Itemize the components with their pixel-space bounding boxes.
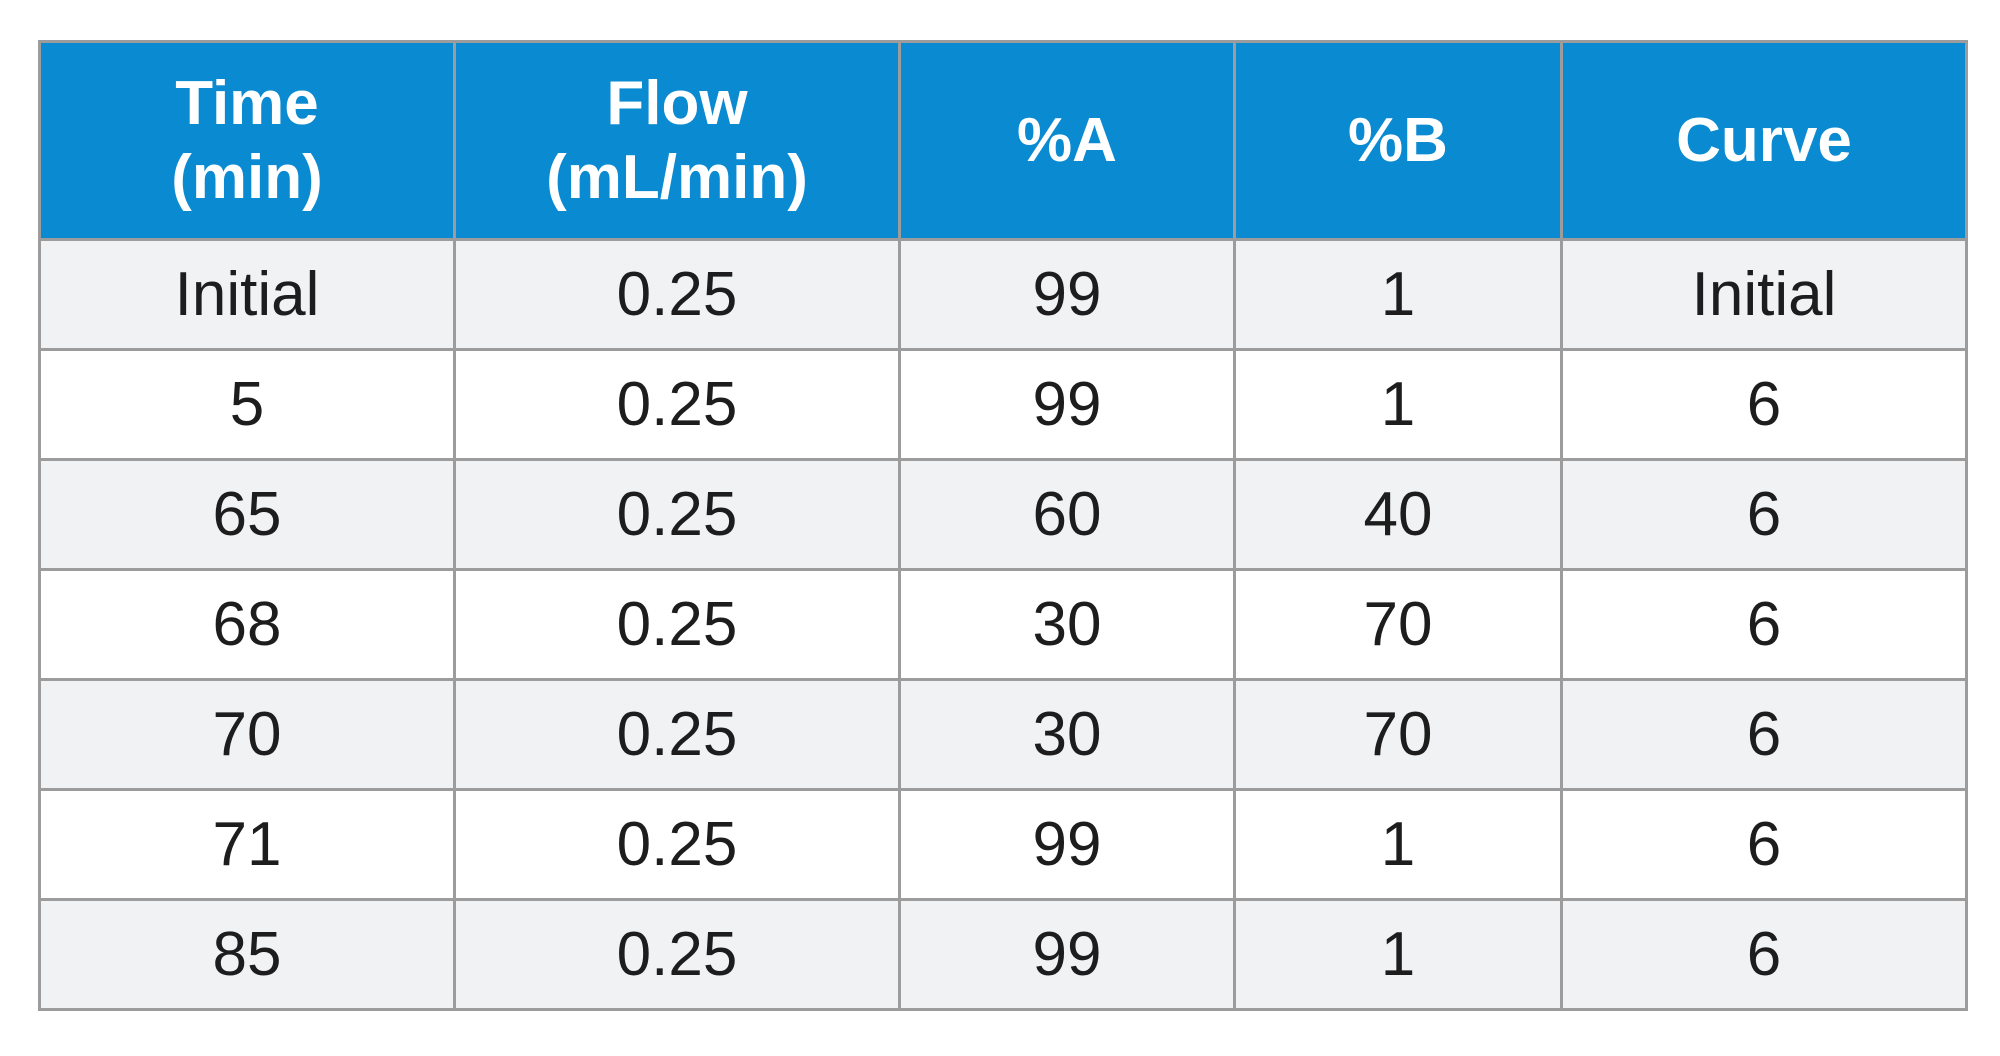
cell-percent-b: 70 [1233, 678, 1563, 791]
cell-percent-b: 40 [1233, 458, 1563, 571]
cell-flow: 0.25 [453, 458, 901, 571]
cell-curve: Initial [1560, 238, 1968, 351]
table-row: 68 0.25 30 70 6 [38, 568, 1968, 681]
cell-flow: 0.25 [453, 898, 901, 1011]
cell-flow: 0.25 [453, 238, 901, 351]
cell-percent-a: 99 [898, 898, 1236, 1011]
cell-percent-b: 1 [1233, 238, 1563, 351]
header-percent-b: %B [1233, 40, 1563, 241]
table-row: Initial 0.25 99 1 Initial [38, 238, 1968, 351]
cell-time: 70 [38, 678, 456, 791]
cell-time: 5 [38, 348, 456, 461]
cell-time: Initial [38, 238, 456, 351]
cell-percent-b: 70 [1233, 568, 1563, 681]
header-time: Time (min) [38, 40, 456, 241]
cell-flow: 0.25 [453, 568, 901, 681]
cell-flow: 0.25 [453, 678, 901, 791]
header-flow-unit: (mL/min) [546, 142, 808, 212]
gradient-table: Time (min) Flow (mL/min) %A %B Curve [38, 40, 1968, 1011]
cell-percent-a: 99 [898, 348, 1236, 461]
header-time-label: Time [175, 69, 319, 139]
cell-curve: 6 [1560, 458, 1968, 571]
cell-flow: 0.25 [453, 788, 901, 901]
cell-percent-a: 99 [898, 788, 1236, 901]
cell-curve: 6 [1560, 348, 1968, 461]
header-percent-b-label: %B [1348, 105, 1448, 175]
cell-percent-a: 30 [898, 568, 1236, 681]
cell-time: 71 [38, 788, 456, 901]
header-flow: Flow (mL/min) [453, 40, 901, 241]
cell-curve: 6 [1560, 788, 1968, 901]
cell-curve: 6 [1560, 568, 1968, 681]
header-curve: Curve [1560, 40, 1968, 241]
cell-percent-b: 1 [1233, 348, 1563, 461]
table-row: 85 0.25 99 1 6 [38, 898, 1968, 1011]
cell-percent-a: 99 [898, 238, 1236, 351]
header-percent-a: %A [898, 40, 1236, 241]
cell-percent-b: 1 [1233, 788, 1563, 901]
cell-curve: 6 [1560, 678, 1968, 791]
header-curve-label: Curve [1676, 105, 1852, 175]
header-time-unit: (min) [171, 142, 323, 212]
cell-flow: 0.25 [453, 348, 901, 461]
table-row: 65 0.25 60 40 6 [38, 458, 1968, 571]
cell-percent-a: 30 [898, 678, 1236, 791]
table-row: 71 0.25 99 1 6 [38, 788, 1968, 901]
gradient-table-container: Time (min) Flow (mL/min) %A %B Curve [38, 40, 1968, 1011]
cell-curve: 6 [1560, 898, 1968, 1011]
cell-time: 65 [38, 458, 456, 571]
header-flow-label: Flow [606, 69, 748, 139]
cell-time: 85 [38, 898, 456, 1011]
cell-percent-b: 1 [1233, 898, 1563, 1011]
table-row: 70 0.25 30 70 6 [38, 678, 1968, 791]
cell-time: 68 [38, 568, 456, 681]
header-percent-a-label: %A [1017, 105, 1117, 175]
header-row: Time (min) Flow (mL/min) %A %B Curve [38, 40, 1968, 241]
cell-percent-a: 60 [898, 458, 1236, 571]
table-row: 5 0.25 99 1 6 [38, 348, 1968, 461]
